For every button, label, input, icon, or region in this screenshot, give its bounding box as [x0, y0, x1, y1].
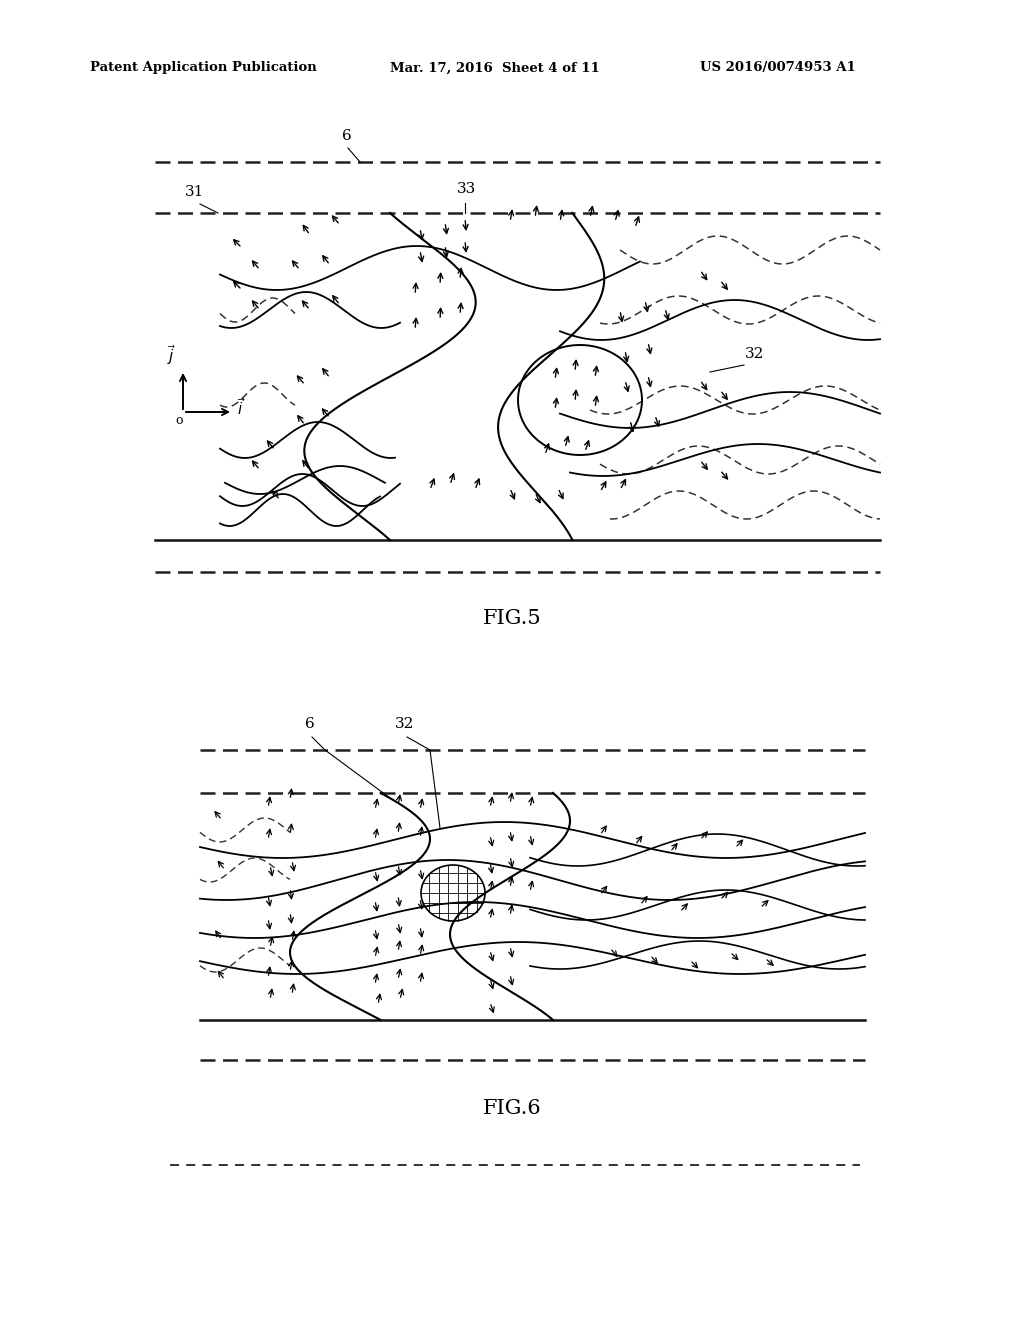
Text: Mar. 17, 2016  Sheet 4 of 11: Mar. 17, 2016 Sheet 4 of 11	[390, 62, 600, 74]
Text: 32: 32	[395, 717, 415, 731]
Text: 33: 33	[457, 182, 476, 195]
Text: 6: 6	[342, 129, 352, 143]
Text: $\vec{j}$: $\vec{j}$	[167, 343, 176, 367]
Text: 6: 6	[305, 717, 314, 731]
Text: o: o	[175, 414, 182, 426]
Text: US 2016/0074953 A1: US 2016/0074953 A1	[700, 62, 856, 74]
Text: FIG.5: FIG.5	[482, 609, 542, 627]
Text: FIG.6: FIG.6	[482, 1098, 542, 1118]
Text: 32: 32	[745, 347, 764, 360]
Text: Patent Application Publication: Patent Application Publication	[90, 62, 316, 74]
Text: 31: 31	[185, 185, 205, 199]
Text: $\vec{i}$: $\vec{i}$	[237, 397, 246, 418]
